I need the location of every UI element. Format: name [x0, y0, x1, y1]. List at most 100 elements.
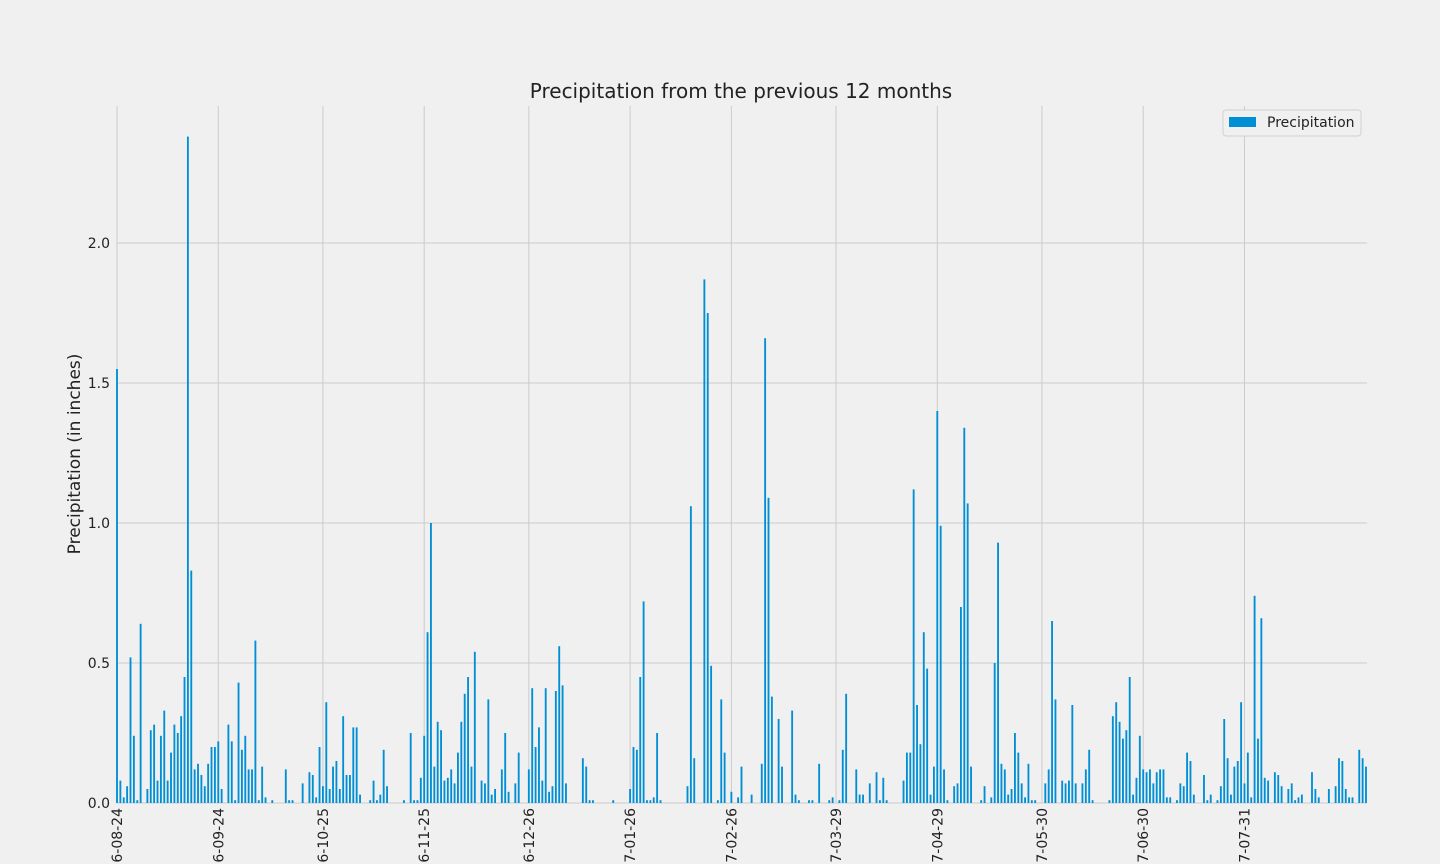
bar: [818, 763, 821, 803]
bar: [939, 525, 942, 803]
bar: [379, 794, 382, 803]
bar: [409, 733, 412, 803]
y-tick-label: 0.5: [88, 656, 110, 672]
x-tick-label: 7-05-30: [1035, 808, 1051, 863]
bar: [1061, 780, 1064, 803]
bar: [1007, 794, 1010, 803]
bar: [730, 791, 733, 803]
bar: [652, 797, 655, 803]
bar: [538, 727, 540, 803]
bar: [781, 766, 783, 803]
bar: [487, 699, 490, 803]
y-tick-label: 2.0: [88, 236, 110, 252]
bar: [369, 800, 372, 803]
bar: [264, 797, 267, 803]
bar: [1203, 775, 1205, 803]
bar: [426, 632, 429, 803]
bar: [970, 766, 972, 803]
bar: [656, 733, 659, 803]
bar: [291, 800, 294, 803]
bar: [1365, 766, 1367, 803]
bar: [943, 769, 945, 803]
bar: [1358, 749, 1361, 803]
bar: [122, 797, 125, 803]
bar: [1206, 800, 1209, 803]
bar: [200, 775, 203, 803]
x-tick-label: 7-06-30: [1136, 808, 1152, 863]
legend-swatch: [1229, 117, 1256, 127]
bar: [875, 772, 878, 803]
bar: [551, 786, 554, 803]
bar: [1233, 766, 1236, 803]
bar: [1290, 783, 1293, 803]
bar: [1344, 789, 1347, 803]
bar: [527, 769, 530, 803]
bar: [514, 783, 517, 803]
bar: [635, 749, 638, 803]
bar: [710, 665, 713, 803]
bar: [463, 693, 466, 803]
bar: [173, 724, 176, 803]
bar: [332, 766, 334, 803]
bar: [416, 800, 419, 803]
bar: [534, 747, 537, 803]
bar: [460, 721, 463, 803]
y-tick-label: 0.0: [88, 796, 110, 812]
bar: [1149, 769, 1151, 803]
bar: [1081, 783, 1084, 803]
bar: [966, 503, 969, 803]
bar: [642, 601, 645, 803]
bar: [720, 699, 723, 803]
bar: [484, 783, 486, 803]
bar: [1034, 800, 1037, 803]
bar: [271, 800, 274, 803]
bar: [1209, 794, 1212, 803]
bar: [433, 766, 436, 803]
bar: [868, 783, 871, 803]
bar: [791, 710, 794, 803]
bar: [1142, 769, 1145, 803]
bar: [494, 789, 497, 803]
bar: [1223, 719, 1226, 803]
bar: [1088, 749, 1091, 803]
bar: [1297, 797, 1300, 803]
bar: [180, 716, 183, 803]
x-tick-label: 7-07-31: [1237, 808, 1253, 863]
bar: [254, 640, 257, 803]
bar: [770, 696, 773, 803]
bar: [197, 763, 199, 803]
bar: [1152, 783, 1155, 803]
bar: [348, 775, 351, 803]
bar: [612, 800, 615, 803]
bar: [450, 769, 453, 803]
bar: [1263, 777, 1266, 803]
bar: [1020, 783, 1023, 803]
bar: [156, 780, 159, 803]
bar: [440, 730, 442, 803]
bar: [413, 800, 415, 803]
bar: [794, 794, 797, 803]
x-tick-label: 6-10-25: [316, 808, 332, 863]
bar: [176, 733, 179, 803]
bar: [956, 783, 959, 803]
bar: [919, 744, 922, 803]
bar: [244, 735, 247, 803]
bar: [132, 735, 135, 803]
bar: [777, 719, 780, 803]
bar: [230, 741, 233, 803]
bar: [443, 780, 446, 803]
bar: [321, 786, 324, 803]
grid-lines: [116, 106, 1367, 804]
bar: [126, 786, 129, 803]
bar: [1189, 761, 1192, 803]
bar: [845, 693, 848, 803]
bar: [1155, 772, 1158, 803]
bar: [531, 688, 534, 803]
bar: [480, 780, 483, 803]
bar: [1338, 758, 1340, 803]
bar: [186, 136, 189, 804]
bar: [1246, 752, 1249, 803]
bar: [912, 489, 915, 803]
x-tick-label: 6-11-25: [417, 808, 433, 863]
bar: [858, 794, 861, 803]
